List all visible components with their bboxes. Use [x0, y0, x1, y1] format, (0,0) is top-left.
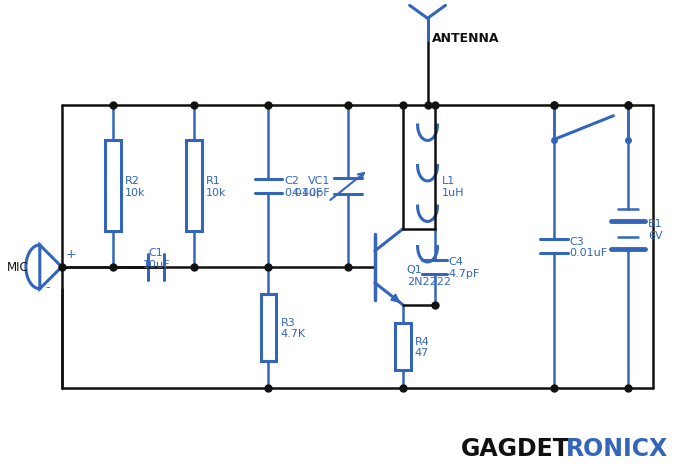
Text: R2
10k: R2 10k [125, 176, 146, 197]
Text: GAGDET: GAGDET [461, 436, 570, 460]
Text: R3
4.7K: R3 4.7K [281, 317, 305, 338]
Bar [186, 141, 202, 232]
Text: Q1
2N2222: Q1 2N2222 [407, 265, 451, 286]
Bar [106, 141, 121, 232]
Text: C1
10uF: C1 10uF [142, 248, 170, 269]
Text: +: + [66, 248, 76, 261]
Text: B1
6V: B1 6V [648, 219, 663, 240]
Text: C2
0.01uF: C2 0.01uF [284, 176, 323, 197]
Text: -: - [46, 280, 50, 293]
Text: VC1
4-40pF: VC1 4-40pF [291, 176, 330, 197]
Text: L1
1uH: L1 1uH [442, 176, 464, 197]
Text: C4
4.7pF: C4 4.7pF [449, 257, 480, 278]
Text: ANTENNA: ANTENNA [431, 32, 499, 45]
Text: C3
0.01uF: C3 0.01uF [570, 236, 608, 258]
Bar [260, 294, 276, 362]
Text: R1
10k: R1 10k [206, 176, 226, 197]
Bar [395, 323, 411, 370]
Text: RONICX: RONICX [566, 436, 668, 460]
Text: R4
47: R4 47 [414, 336, 430, 357]
Text: MIC: MIC [7, 261, 29, 274]
